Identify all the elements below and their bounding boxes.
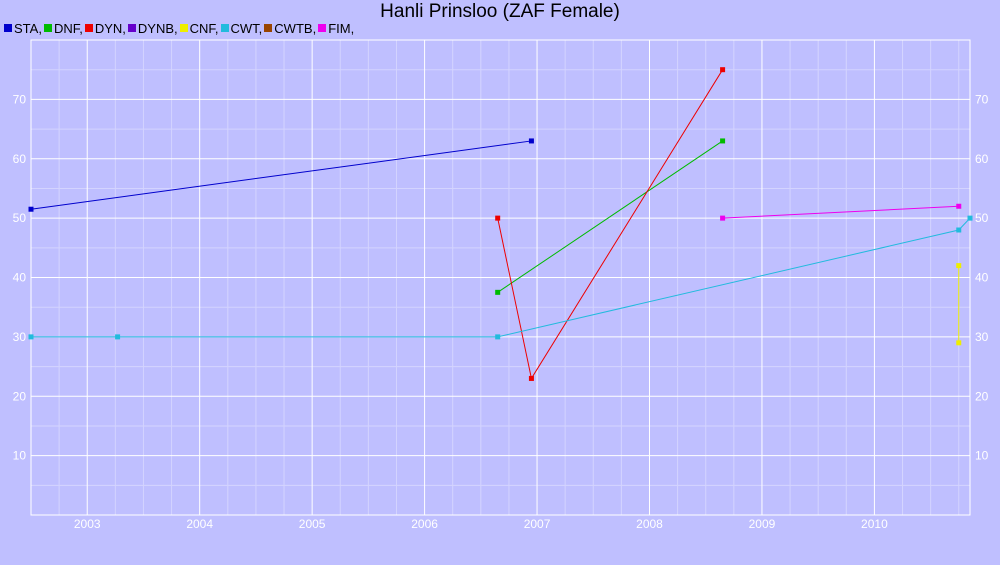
data-point-fim [720,215,726,221]
legend-item-dyn: DYN, [84,20,126,36]
y-tick-label-left: 40 [13,271,27,285]
y-tick-label-right: 50 [975,211,989,225]
legend-swatch [43,24,52,32]
legend-label: CWT, [230,20,263,36]
data-point-cwt [967,215,973,221]
series-line-sta [30,140,532,210]
legend: STA, DNF, DYN, DYNB, CNF, CWT, CWTB, FIM, [4,20,356,36]
legend-item-cwtb: CWTB, [264,21,316,36]
x-tick-label: 2006 [411,517,438,531]
legend-swatch [179,24,188,32]
legend-item-dynb: DYNB, [127,20,178,36]
y-tick-label-left: 10 [13,449,27,463]
data-point-dyn [528,375,534,381]
data-point-cnf [956,263,962,269]
x-tick-label: 2007 [524,517,551,531]
legend-item-cnf: CNF, [179,20,219,36]
x-tick-label: 2008 [636,517,663,531]
data-point-dnf [720,138,726,144]
x-tick-label: 2003 [74,517,101,531]
legend-item-cwt: CWT, [220,20,263,36]
y-tick-label-left: 70 [13,92,27,106]
data-point-dyn [495,215,501,221]
y-tick-label-left: 50 [13,211,27,225]
series-line-dnf [497,140,723,293]
y-tick-label-right: 20 [975,389,989,403]
y-tick-label-left: 30 [13,330,27,344]
legend-label: DNF, [53,20,83,36]
legend-label: FIM, [328,20,355,36]
data-point-cwt [495,334,501,340]
series-line-fim [722,205,959,219]
x-tick-label: 2009 [749,517,776,531]
legend-label: CWTB, [274,20,317,36]
y-tick-label-right: 40 [975,271,989,285]
y-tick-label-right: 70 [975,92,989,106]
legend-item-fim: FIM, [318,21,354,36]
x-tick-label: 2010 [861,517,888,531]
y-tick-label-right: 60 [975,152,989,166]
legend-swatch [84,24,93,32]
data-point-cwt [115,334,121,340]
legend-swatch [4,24,12,32]
x-tick-label: 2004 [186,517,213,531]
legend-label: DYN, [94,20,126,36]
data-point-cwt [956,227,962,233]
data-point-dyn [720,67,726,73]
legend-swatch [220,24,229,32]
y-tick-label-left: 60 [13,152,27,166]
series-line-dyn [497,69,724,380]
legend-item-sta: STA, [4,21,42,36]
data-point-cnf [956,340,962,346]
legend-label: DYNB, [137,20,178,36]
legend-label: CNF, [189,20,219,36]
legend-swatch [318,24,327,32]
data-point-cwt [28,334,34,340]
legend-item-dnf: DNF, [43,20,83,36]
data-point-sta [28,206,34,212]
plot-frame [30,39,971,516]
y-tick-label-left: 20 [13,389,27,403]
data-point-fim [956,203,962,209]
chart-title: Hanli Prinsloo (ZAF Female) [380,1,620,22]
y-tick-label-right: 10 [975,449,989,463]
x-tick-label: 2005 [299,517,326,531]
y-tick-label-right: 30 [975,330,989,344]
legend-label: STA, [14,20,42,36]
legend-swatch [264,24,273,32]
legend-swatch [127,24,136,32]
data-point-sta [528,138,534,144]
data-point-dnf [495,289,501,295]
